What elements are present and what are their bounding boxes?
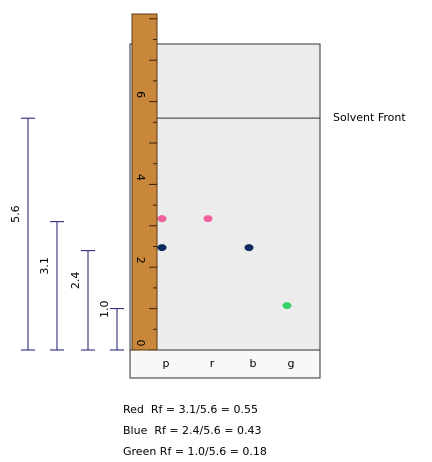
ruler-label: 4 <box>134 174 147 181</box>
result-line: Red Rf = 3.1/5.6 = 0.55 <box>123 403 258 416</box>
ruler-label: 2 <box>134 257 147 264</box>
spot <box>157 244 167 252</box>
measure-label: 2.4 <box>69 272 82 290</box>
spot <box>203 215 213 223</box>
lane-label: p <box>163 357 170 370</box>
solvent-front-label: Solvent Front <box>333 111 406 124</box>
spot <box>282 302 292 310</box>
spot <box>157 215 167 223</box>
lane-label: b <box>250 357 257 370</box>
ruler <box>131 13 158 351</box>
lane-label: g <box>288 357 295 370</box>
plate <box>129 43 321 379</box>
measure-label: 5.6 <box>9 205 22 223</box>
measure-label: 3.1 <box>38 257 51 275</box>
result-line: Blue Rf = 2.4/5.6 = 0.43 <box>123 424 261 437</box>
ruler-label: 0 <box>134 340 147 347</box>
spot <box>244 244 254 252</box>
lane-strip <box>131 351 319 377</box>
lane-label: r <box>210 357 215 370</box>
result-line: Green Rf = 1.0/5.6 = 0.18 <box>123 445 267 458</box>
measure-label: 1.0 <box>98 301 111 319</box>
ruler-label: 6 <box>134 91 147 98</box>
